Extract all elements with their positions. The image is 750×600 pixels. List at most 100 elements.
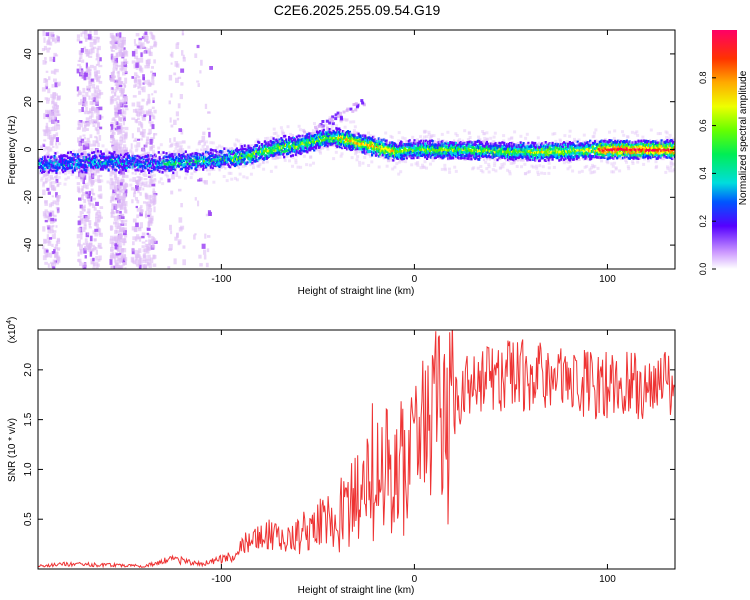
spectrogram-noise-cell xyxy=(118,84,123,87)
spectrogram-halo-cell xyxy=(494,169,498,173)
spectrogram-halo-cell xyxy=(446,130,450,134)
spectrogram-noise-cell xyxy=(143,264,148,269)
spectrogram-ridge-cell xyxy=(172,157,175,160)
spectrogram-noise-cell xyxy=(45,79,48,82)
spectrogram-noise-cell xyxy=(44,97,48,100)
spectrogram-noise-cell xyxy=(92,124,96,127)
spectrogram-ridge-cell xyxy=(81,170,84,174)
spectrogram-noise-cell xyxy=(151,179,155,182)
spectrogram-halo-cell xyxy=(389,134,393,138)
spectrogram-halo-cell xyxy=(109,181,113,185)
spectrogram-ridge-cell xyxy=(215,158,218,161)
spectrogram-halo-cell xyxy=(485,131,489,135)
spectrogram-ridge-cell xyxy=(198,168,201,171)
spectrogram-ridge-cell xyxy=(253,154,256,158)
spectrogram-ridge-cell xyxy=(208,155,211,158)
spectrogram-noise-cell xyxy=(119,99,122,104)
spectrogram-ridge-cell xyxy=(137,166,140,169)
spectrogram-ridge-cell xyxy=(316,137,320,141)
spectrogram-halo-cell xyxy=(153,179,157,182)
spectrogram-noise-cell xyxy=(110,40,115,46)
spectrogram-ridge-cell xyxy=(311,147,314,150)
spectrogram-noise-cell xyxy=(46,210,50,214)
spectrogram-ridge-cell xyxy=(399,153,403,157)
spectrogram-halo-cell xyxy=(361,161,365,165)
spectrogram-noise-cell xyxy=(124,105,128,108)
spectrogram-halo-cell xyxy=(444,143,448,147)
spectrogram-noise-cell xyxy=(119,137,123,142)
spectrogram-halo-cell xyxy=(608,130,611,134)
spectrogram-noise-cell xyxy=(141,232,146,236)
spectrogram-ridge-cell xyxy=(195,156,198,159)
spectrogram-noise-cell xyxy=(45,125,49,130)
spectrogram-branch-cell xyxy=(331,119,335,123)
spectrogram-ridge-cell xyxy=(352,131,355,135)
spectrogram-noise-cell xyxy=(85,106,88,112)
spectrogram-halo-cell xyxy=(64,172,67,176)
spectrogram-ridge-cell xyxy=(65,156,68,160)
spectrogram-noise-cell xyxy=(123,47,126,50)
spectrogram-ridge-cell xyxy=(308,132,311,135)
spectrogram-noise-cell xyxy=(137,86,140,90)
spectrogram-noise-cell xyxy=(94,222,98,227)
spectrogram-noise-cell xyxy=(144,213,148,219)
spectrogram-halo-cell xyxy=(90,148,94,152)
spectrogram-ridge-cell xyxy=(239,162,242,166)
spectrogram-noise-cell xyxy=(45,122,49,129)
spectrogram-noise-cell xyxy=(88,51,91,55)
spectrogram-noise-cell xyxy=(141,241,146,244)
spectrogram-ridge-cell xyxy=(398,155,401,159)
spectrogram-noise-cell xyxy=(88,223,91,227)
spectrogram-noise-cell xyxy=(89,30,92,36)
spectrogram-ridge-cell xyxy=(399,148,402,152)
spectrogram-noise-cell xyxy=(110,181,115,186)
spectrogram-halo-cell xyxy=(603,138,607,141)
spectrogram-halo-cell xyxy=(314,148,318,152)
spectrogram-halo-cell xyxy=(280,129,284,133)
spectrogram-noise-cell xyxy=(45,70,49,73)
spectrogram-halo-cell xyxy=(317,148,320,152)
spectrogram-ridge-cell xyxy=(184,165,187,168)
spectrogram-halo-cell xyxy=(104,148,108,152)
spectrogram-noise-cell xyxy=(153,133,158,136)
spectrogram-ridge-cell xyxy=(222,150,225,154)
spectrogram-halo-cell xyxy=(485,138,489,142)
spectrogram-noise-cell xyxy=(112,64,116,68)
spectrogram-noise-cell xyxy=(123,95,127,100)
spectrogram-noise-cell xyxy=(110,254,113,260)
spectrogram-ridge-cell xyxy=(304,135,307,138)
spectrogram-ridge-cell xyxy=(150,172,153,175)
spectrogram-ridge-cell xyxy=(202,168,205,171)
spectrogram-ridge-cell xyxy=(174,153,177,156)
spectrogram-ridge-cell xyxy=(260,156,263,160)
spectrogram-noise-cell xyxy=(141,117,146,121)
spectrogram-ridge-cell xyxy=(39,162,42,166)
spectrogram-noise-cell xyxy=(122,40,126,44)
spectrogram-halo-cell xyxy=(573,137,576,141)
spectrogram-halo-cell xyxy=(152,173,156,177)
spectrogram-noise-cell xyxy=(51,100,55,105)
spectrogram-halo-cell xyxy=(106,180,110,184)
spectrogram-ridge-cell xyxy=(113,150,116,154)
spectrogram-noise-cell xyxy=(178,148,183,154)
spectrogram-ridge-cell xyxy=(249,163,252,167)
spectrogram-noise-cell xyxy=(137,138,141,141)
spectrogram-ridge-cell xyxy=(235,152,239,156)
spectrogram-ridge-cell xyxy=(104,160,107,163)
spectrogram-branch-cell xyxy=(339,111,342,115)
spectrogram-branch-cell xyxy=(336,111,340,115)
spectrogram-ridge-cell xyxy=(364,134,367,138)
spectrogram-noise-cell xyxy=(99,92,104,95)
spectrogram-halo-cell xyxy=(339,154,343,158)
spectrogram-noise-cell xyxy=(42,189,46,196)
spectrogram-noise-cell xyxy=(114,197,118,200)
spectrogram-ridge-cell xyxy=(249,144,252,147)
spectrogram-noise-cell xyxy=(81,194,84,200)
spectrogram-halo-cell xyxy=(226,147,230,151)
spectrogram-ridge-cell xyxy=(67,151,70,155)
spectrogram-ridge-cell xyxy=(96,168,100,171)
spectrogram-noise-cell xyxy=(84,255,87,259)
spectrogram-noise-cell xyxy=(96,263,100,267)
spectrogram-halo-cell xyxy=(119,149,123,153)
spectrogram-noise-cell xyxy=(95,99,100,105)
